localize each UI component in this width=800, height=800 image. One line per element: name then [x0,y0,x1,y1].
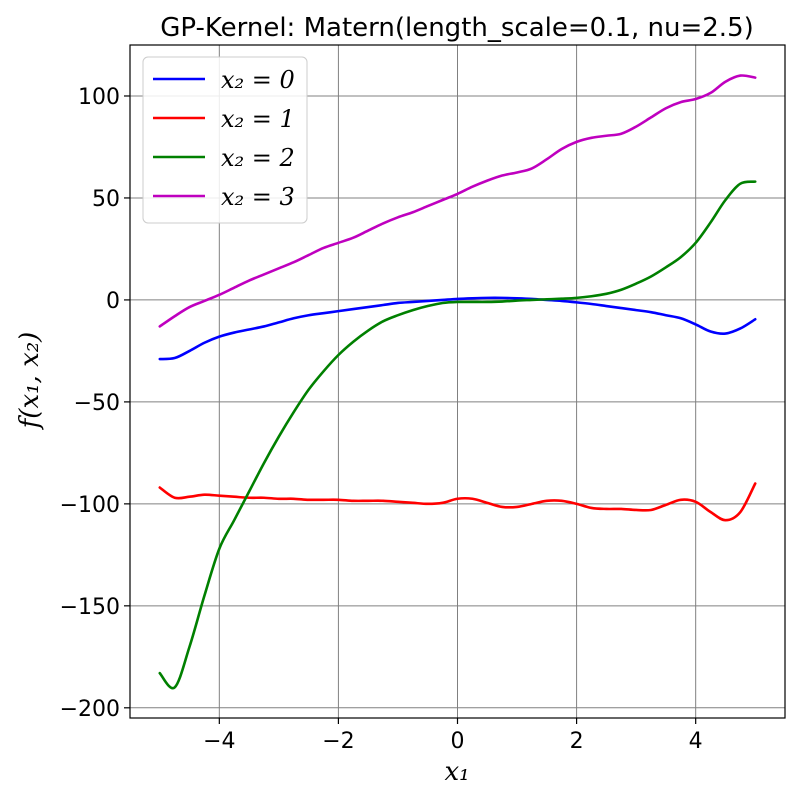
y-tick-label: 0 [106,289,120,314]
y-tick-label: 50 [92,187,120,212]
x-tick-label: −4 [203,729,235,754]
x-tick-label: 4 [689,729,703,754]
axis-ticks: −4 −2 0 2 4 100 50 0 −50 −100 −150 −200 [60,85,703,754]
series-line-3 [158,74,757,328]
y-axis-label: f(x₁, x₂) [15,332,45,431]
x-tick-label: 0 [451,729,465,754]
legend-box [142,56,308,224]
legend-label-2: x₂ = 2 [221,144,295,172]
legend-label-3: x₂ = 3 [221,183,295,211]
chart-title: GP-Kernel: Matern(length_scale=0.1, nu=2… [160,13,754,43]
legend-label-1: x₂ = 1 [221,105,295,133]
series-line-1 [158,482,757,522]
x-axis-label: x₁ [444,757,469,787]
y-tick-label: −150 [60,595,120,620]
x-tick-label: −2 [322,729,354,754]
y-tick-label: −100 [60,493,120,518]
series-line-2 [158,180,757,690]
y-tick-label: 100 [78,85,120,110]
x-tick-label: 2 [570,729,584,754]
legend-label-0: x₂ = 0 [221,66,295,94]
legend: x₂ = 0 x₂ = 1 x₂ = 2 x₂ = 3 [142,56,308,224]
y-tick-label: −200 [60,697,120,722]
series-line-0 [158,296,757,361]
y-tick-label: −50 [74,391,120,416]
plot-series [158,74,757,690]
